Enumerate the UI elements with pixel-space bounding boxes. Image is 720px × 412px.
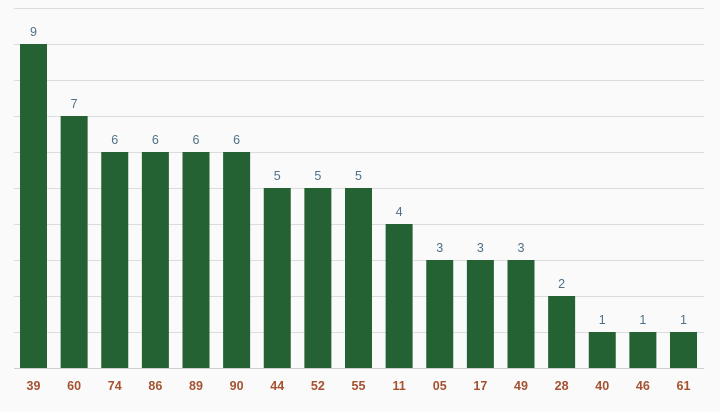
bar-46 <box>629 332 657 368</box>
x-tick-label-86: 86 <box>148 379 162 393</box>
x-tick-label-05: 05 <box>433 379 447 393</box>
value-label-52: 5 <box>314 169 321 183</box>
value-label-86: 6 <box>152 133 159 147</box>
x-tick-label-28: 28 <box>555 379 569 393</box>
x-tick-label-46: 46 <box>636 379 650 393</box>
bars <box>20 44 697 368</box>
bar-90 <box>223 152 251 368</box>
value-label-28: 2 <box>558 277 565 291</box>
value-label-89: 6 <box>193 133 200 147</box>
value-label-05: 3 <box>436 241 443 255</box>
x-tick-label-39: 39 <box>27 379 41 393</box>
x-tick-label-60: 60 <box>67 379 81 393</box>
bar-05 <box>426 260 454 368</box>
value-label-61: 1 <box>680 313 687 327</box>
x-tick-label-55: 55 <box>352 379 366 393</box>
bar-60 <box>60 116 88 368</box>
x-tick-labels: 39 60 74 86 89 90 44 52 55 11 05 17 49 28 40 46 61 <box>27 379 691 393</box>
bar-74 <box>101 152 129 368</box>
x-tick-label-74: 74 <box>108 379 122 393</box>
bar-61 <box>670 332 697 368</box>
value-label-40: 1 <box>599 313 606 327</box>
x-tick-label-44: 44 <box>270 379 284 393</box>
value-label-44: 5 <box>274 169 281 183</box>
value-label-39: 9 <box>30 25 37 39</box>
bar-11 <box>385 224 413 368</box>
value-label-49: 3 <box>518 241 525 255</box>
bar-86 <box>141 152 169 368</box>
bar-44 <box>263 188 291 368</box>
value-label-55: 5 <box>355 169 362 183</box>
bar-17 <box>466 260 494 368</box>
value-label-60: 7 <box>71 97 78 111</box>
x-tick-label-40: 40 <box>595 379 609 393</box>
x-tick-label-90: 90 <box>230 379 244 393</box>
bar-49 <box>507 260 535 368</box>
x-tick-label-52: 52 <box>311 379 325 393</box>
value-label-90: 6 <box>233 133 240 147</box>
bar-39 <box>20 44 47 368</box>
x-tick-label-89: 89 <box>189 379 203 393</box>
x-tick-label-49: 49 <box>514 379 528 393</box>
bar-52 <box>304 188 332 368</box>
x-tick-label-61: 61 <box>677 379 691 393</box>
x-tick-label-11: 11 <box>393 379 406 393</box>
bar-28 <box>548 296 576 368</box>
x-tick-label-17: 17 <box>473 379 487 393</box>
value-label-11: 4 <box>396 205 403 219</box>
bar-55 <box>345 188 372 368</box>
bar-89 <box>182 152 210 368</box>
value-labels: 9 7 6 6 6 6 5 5 5 4 3 3 3 2 1 1 1 <box>30 25 687 327</box>
value-label-74: 6 <box>111 133 118 147</box>
value-label-46: 1 <box>639 313 646 327</box>
value-label-17: 3 <box>477 241 484 255</box>
bar-40 <box>588 332 616 368</box>
